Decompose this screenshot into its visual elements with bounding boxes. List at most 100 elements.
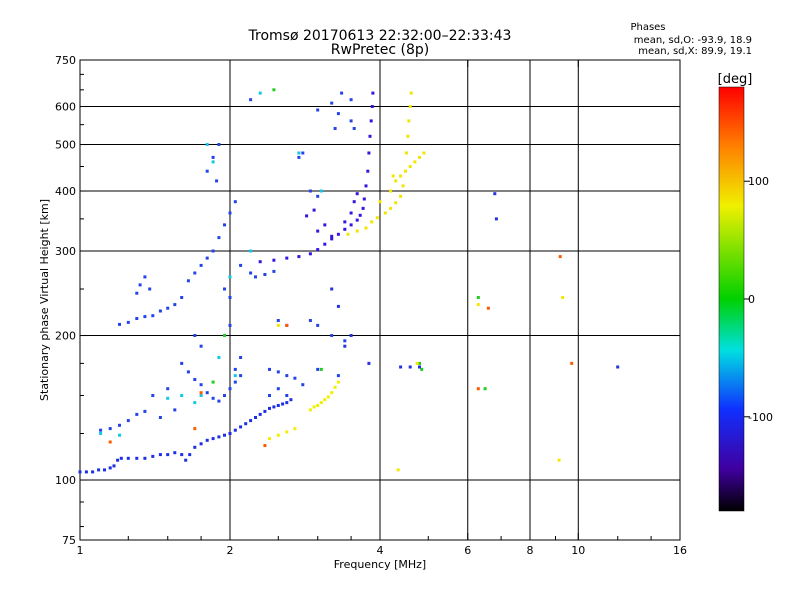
data-point: [99, 428, 103, 432]
data-point: [193, 445, 197, 449]
y-tick-label: 600: [55, 101, 76, 114]
y-tick-label: 75: [62, 534, 76, 547]
data-point: [143, 456, 147, 460]
data-point: [239, 263, 243, 267]
data-point: [297, 155, 301, 159]
colorbar-tick-label: 100: [748, 175, 769, 188]
data-point: [258, 260, 262, 264]
data-point: [118, 322, 121, 326]
data-point: [186, 370, 190, 374]
data-point: [228, 387, 232, 391]
data-point: [135, 412, 139, 416]
data-point: [364, 184, 368, 188]
x-tick-label: 2: [227, 544, 234, 557]
data-point: [118, 423, 121, 427]
data-point: [126, 456, 130, 460]
data-point: [188, 453, 192, 457]
data-point: [285, 401, 289, 405]
data-point: [343, 220, 347, 224]
data-point: [217, 435, 221, 439]
data-point: [199, 383, 203, 387]
data-point: [158, 309, 162, 313]
colorbar-tick-label: -100: [748, 411, 773, 424]
data-point: [184, 458, 188, 462]
data-point: [312, 405, 316, 409]
data-point: [561, 296, 565, 299]
data-point: [336, 232, 340, 236]
data-point: [349, 334, 353, 337]
data-point: [205, 256, 209, 260]
data-point: [166, 453, 170, 457]
data-point: [343, 227, 347, 231]
data-point: [249, 419, 253, 423]
data-point: [158, 416, 162, 419]
data-point: [493, 192, 497, 196]
data-point: [173, 408, 177, 412]
data-point: [84, 470, 88, 474]
data-point: [308, 189, 312, 193]
data-point: [285, 374, 289, 378]
data-point: [223, 394, 226, 397]
data-point: [166, 396, 170, 400]
data-point: [406, 134, 410, 138]
data-point: [367, 361, 371, 365]
data-point: [249, 249, 253, 253]
data-point: [358, 213, 362, 217]
data-point: [223, 334, 226, 337]
data-point: [211, 249, 215, 253]
data-point: [312, 208, 316, 212]
data-point: [330, 391, 334, 395]
data-point: [323, 242, 327, 246]
data-point: [193, 378, 197, 381]
data-point: [228, 296, 232, 299]
grid-layer: [80, 60, 680, 540]
data-point: [570, 361, 574, 365]
data-point: [180, 361, 184, 365]
data-point: [223, 223, 226, 227]
data-point: [316, 248, 320, 252]
data-point: [297, 255, 301, 259]
data-point: [281, 402, 285, 406]
series-o-mode-scatter: [99, 91, 356, 432]
data-point: [476, 387, 480, 391]
data-point: [333, 127, 337, 130]
data-point: [254, 275, 257, 279]
data-point: [108, 440, 112, 444]
data-point: [158, 453, 162, 457]
data-point: [193, 401, 197, 405]
data-point: [355, 229, 359, 233]
data-point: [239, 374, 243, 378]
data-point: [297, 151, 301, 155]
data-point: [316, 229, 320, 233]
data-point: [323, 398, 327, 402]
x-tick-label: 1: [77, 544, 84, 557]
data-point: [389, 206, 393, 210]
data-point: [558, 255, 562, 259]
data-point: [263, 444, 267, 447]
data-point: [211, 396, 215, 400]
data-point: [217, 143, 221, 146]
data-point: [422, 151, 426, 155]
data-point: [336, 380, 340, 384]
data-point: [199, 391, 203, 395]
x-tick-label: 16: [673, 544, 687, 557]
data-point: [407, 119, 411, 123]
phase-stats-o: mean, sd,O: -93.9, 18.9: [634, 35, 752, 46]
data-point: [316, 323, 320, 327]
data-point: [394, 201, 398, 205]
data-point: [355, 192, 359, 196]
data-point: [211, 380, 215, 384]
data-point: [293, 427, 297, 431]
series-sparse-yellow-points: [276, 296, 565, 472]
phase-stats-x: mean, sd,X: 89.9, 19.1: [638, 46, 752, 57]
data-point: [118, 433, 121, 437]
data-point: [228, 432, 232, 435]
data-point: [91, 470, 95, 474]
data-point: [408, 365, 412, 369]
data-point: [330, 101, 334, 105]
data-point: [249, 98, 253, 102]
data-point: [223, 287, 226, 291]
data-point: [289, 398, 293, 402]
data-point: [239, 425, 243, 429]
data-point: [276, 404, 280, 407]
